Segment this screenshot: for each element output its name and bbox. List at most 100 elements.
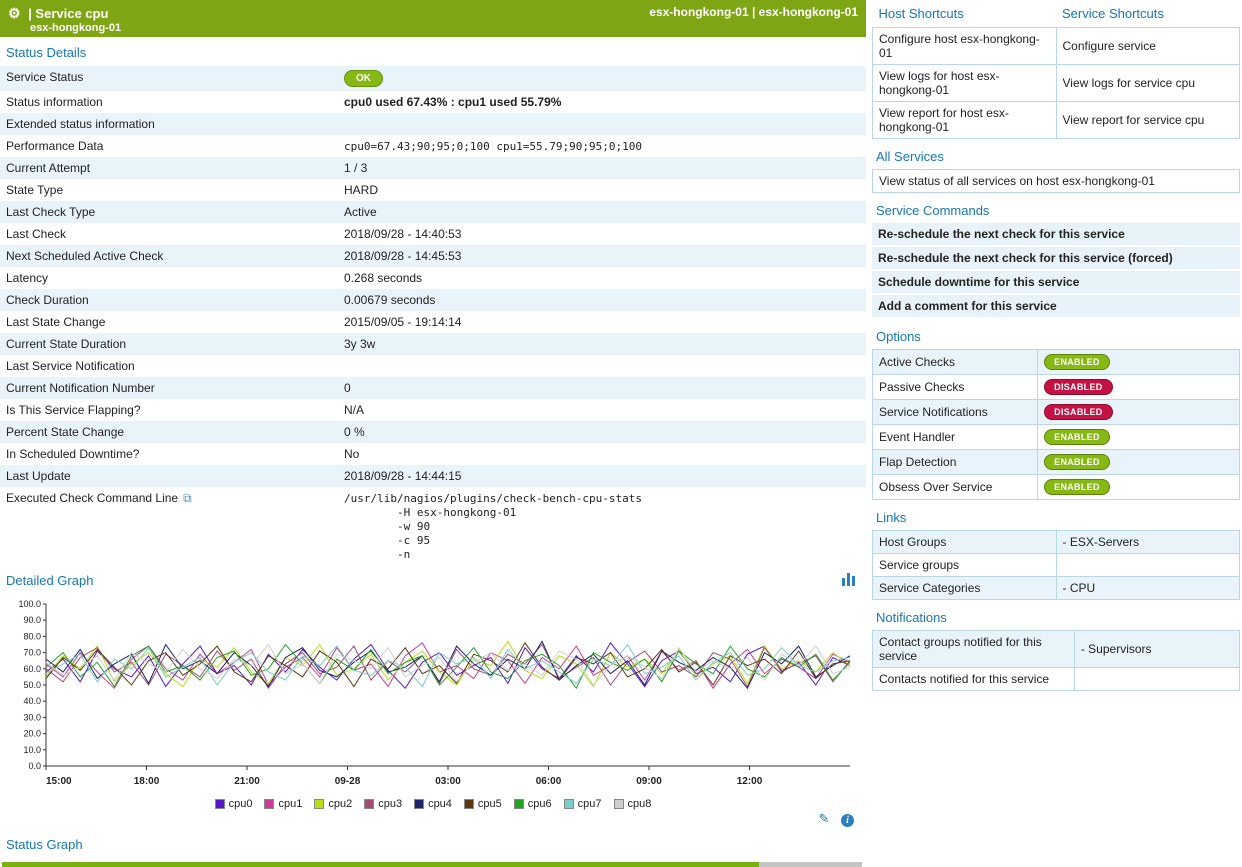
option-label: Flap Detection	[871, 449, 1039, 475]
legend-item: cpu5	[463, 798, 502, 810]
detailed-graph-heading: Detailed Graph	[6, 573, 94, 588]
detailed-graph-chart[interactable]: 0.0 10.0 20.0 30.0 40.0 50.0 60.0 70.0 80.0 90.0 1…	[0, 594, 866, 795]
link-value[interactable]: - CPU	[1055, 576, 1240, 600]
edit-graph-icon[interactable]: ✎	[818, 811, 830, 826]
legend-label: cpu5	[477, 798, 502, 810]
status-value-text: N/A	[344, 403, 365, 417]
option-state-badge[interactable]: DISABLED	[1044, 379, 1113, 395]
link-value[interactable]	[1055, 553, 1240, 577]
svg-text:10.0: 10.0	[23, 745, 41, 755]
service-command-link[interactable]: Re-schedule the next check for this serv…	[872, 223, 1240, 247]
status-value-text: 1 / 3	[344, 161, 368, 175]
notification-value[interactable]	[1073, 667, 1241, 691]
bar-chart-icon[interactable]	[842, 573, 856, 586]
status-graph-heading: Status Graph	[6, 837, 83, 852]
status-label: Last State Change	[6, 315, 106, 329]
status-value-text: 0 %	[344, 425, 365, 439]
link-label: Host Groups	[872, 530, 1057, 554]
legend-item: cpu0	[214, 798, 252, 810]
header-host-links[interactable]: esx-hongkong-01 | esx-hongkong-01	[649, 5, 858, 19]
status-value-text: 2015/09/05 - 19:14:14	[344, 315, 462, 329]
status-row: Last Check Type Active	[0, 201, 866, 223]
service-shortcut-link[interactable]: Configure service	[1055, 27, 1240, 65]
status-label: Service Status	[6, 70, 84, 84]
host-shortcut-link[interactable]: View report for host esx-hongkong-01	[872, 101, 1057, 139]
status-graph-bar[interactable]	[2, 862, 862, 867]
legend-swatch	[214, 799, 225, 809]
link-value[interactable]: - ESX-Servers	[1055, 530, 1240, 554]
legend-swatch	[314, 799, 325, 809]
option-state-badge[interactable]: ENABLED	[1044, 354, 1110, 370]
legend-item: cpu3	[364, 798, 402, 810]
status-value: HARD	[338, 179, 866, 201]
service-commands-body: Re-schedule the next check for this serv…	[872, 223, 1240, 319]
service-command-link[interactable]: Re-schedule the next check for this serv…	[872, 246, 1240, 271]
header-hostname[interactable]: esx-hongkong-01	[30, 22, 122, 34]
option-row: Service Notifications DISABLED	[871, 399, 1240, 425]
status-value-text: 2018/09/28 - 14:40:53	[344, 227, 462, 241]
host-shortcut-link[interactable]: Configure host esx-hongkong-01	[872, 27, 1057, 65]
option-state-cell: ENABLED	[1037, 349, 1240, 375]
status-row: Is This Service Flapping? N/A	[0, 399, 866, 421]
status-value	[338, 355, 866, 377]
option-row: Flap Detection ENABLED	[871, 449, 1240, 475]
svg-text:80.0: 80.0	[23, 631, 41, 641]
service-shortcut-link[interactable]: View logs for service cpu	[1055, 64, 1240, 102]
notification-value[interactable]: - Supervisors	[1073, 630, 1241, 668]
service-command-link[interactable]: Add a comment for this service	[872, 294, 1240, 319]
svg-text:03:00: 03:00	[435, 776, 461, 787]
option-row: Active Checks ENABLED	[871, 349, 1240, 375]
notification-label: Contact groups notified for this service	[872, 630, 1075, 668]
shortcut-row: Configure host esx-hongkong-01 Configure …	[872, 27, 1240, 65]
status-row: Status information cpu0 used 67.43% : cpu…	[0, 91, 866, 113]
status-label: In Scheduled Downtime?	[6, 447, 140, 461]
service-status-badge: OK	[344, 70, 383, 87]
status-value-text: No	[344, 447, 360, 461]
status-value-text: 0	[344, 381, 351, 395]
status-row: Latency 0.268 seconds	[0, 267, 866, 289]
status-details-table: Service Status OK Status information cpu0 u…	[0, 66, 866, 565]
shortcuts-table-body: Host Shortcuts Service Shortcuts Configu…	[872, 2, 1240, 139]
status-row: Performance Data cpu0=67.43;90;95;0;100 c…	[0, 135, 866, 157]
service-shortcut-link[interactable]: View report for service cpu	[1055, 101, 1240, 139]
legend-swatch	[414, 799, 425, 809]
svg-text:21:00: 21:00	[234, 776, 260, 787]
status-value-text: HARD	[344, 183, 379, 197]
legend-label: cpu8	[627, 798, 652, 810]
option-state-badge[interactable]: ENABLED	[1044, 429, 1110, 445]
links-heading: Links	[876, 510, 907, 525]
cpu-line-chart[interactable]: 0.0 10.0 20.0 30.0 40.0 50.0 60.0 70.0 80.0 90.0 1…	[4, 596, 856, 792]
status-row: Current Attempt 1 / 3	[0, 157, 866, 179]
status-label: Is This Service Flapping?	[6, 403, 141, 417]
gear-icon[interactable]: ⚙	[8, 5, 21, 21]
info-icon[interactable]: i	[841, 814, 854, 827]
option-state-badge[interactable]: ENABLED	[1044, 454, 1110, 470]
service-command-link[interactable]: Schedule downtime for this service	[872, 270, 1240, 295]
option-row: Event Handler ENABLED	[871, 424, 1240, 450]
option-state-cell: ENABLED	[1037, 424, 1240, 450]
option-label: Event Handler	[871, 424, 1039, 450]
main-column: ⚙ | Service cpu esx-hongkong-01 esx-hong…	[0, 0, 866, 867]
copy-command-icon[interactable]: ⧉	[183, 491, 192, 505]
host-shortcuts-heading: Host Shortcuts	[878, 6, 964, 21]
status-label: Current Attempt	[6, 161, 91, 175]
option-state-cell: DISABLED	[1037, 374, 1240, 400]
options-body: Active Checks ENABLED Passive Checks DISABL…	[871, 349, 1240, 500]
legend-label: cpu1	[278, 798, 303, 810]
status-row: Service Status OK	[0, 66, 866, 91]
all-services-link[interactable]: View status of all services on host esx-…	[872, 169, 1240, 193]
option-state-badge[interactable]: ENABLED	[1044, 479, 1110, 495]
status-row: Last Check 2018/09/28 - 14:40:53	[0, 223, 866, 245]
shortcut-row: View report for host esx-hongkong-01 View…	[872, 101, 1240, 139]
all-services-body: View status of all services on host esx-…	[872, 169, 1240, 193]
status-row: Extended status information	[0, 113, 866, 135]
status-value-text: 0.268 seconds	[344, 271, 423, 285]
status-value: 2018/09/28 - 14:45:53	[338, 245, 866, 267]
status-label: State Type	[6, 183, 64, 197]
service-commands-table: Re-schedule the next check for this serv…	[872, 223, 1240, 319]
service-commands-heading: Service Commands	[876, 203, 990, 218]
option-state-badge[interactable]: DISABLED	[1044, 404, 1113, 420]
option-label: Service Notifications	[871, 399, 1039, 425]
host-shortcut-link[interactable]: View logs for host esx-hongkong-01	[872, 64, 1057, 102]
